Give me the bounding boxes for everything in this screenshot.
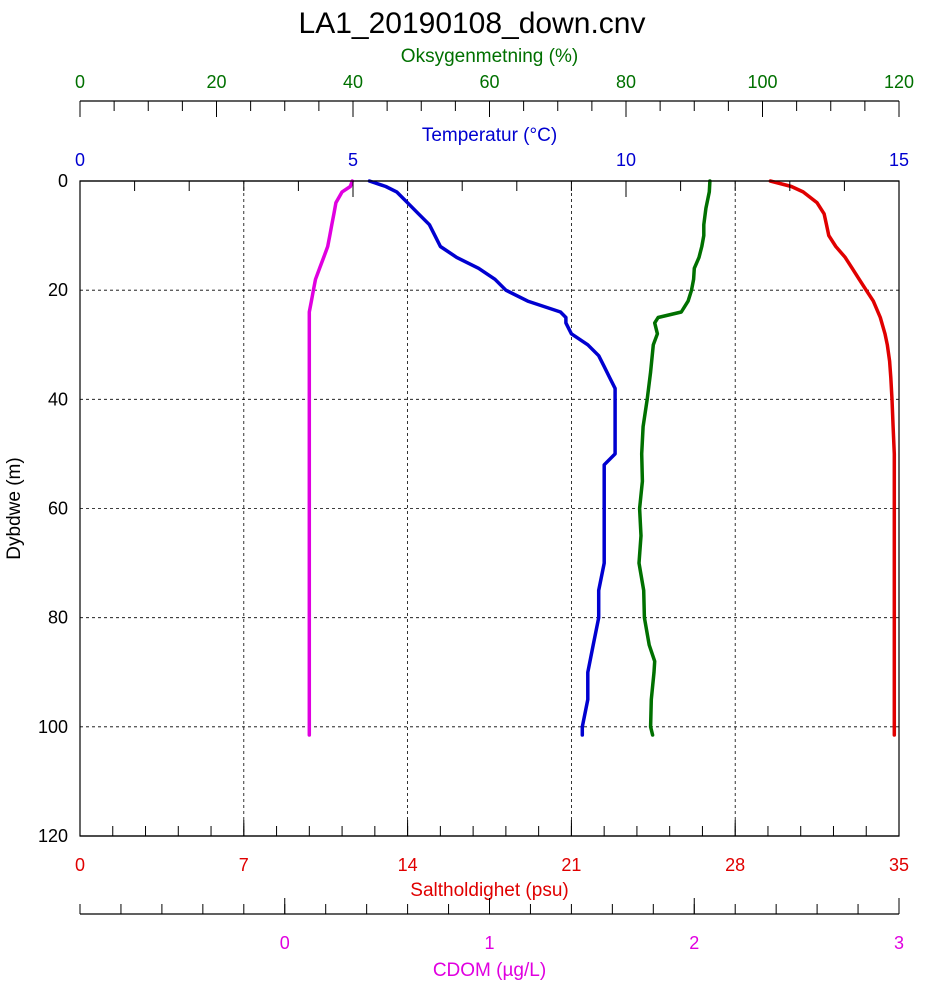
y-tick-label: 0 (58, 171, 68, 191)
temperature-tick-label: 5 (348, 150, 358, 170)
oxygen-series-line (637, 179, 712, 737)
oxygen-axis: 0 20 40 60 80 100 120 Oksygenmetning (%) (75, 46, 914, 117)
temperature-axis-label: Temperatur (°C) (422, 125, 557, 146)
oxygen-tick-label: 100 (747, 72, 777, 92)
y-tick-label: 60 (48, 499, 68, 519)
temperature-tick-label: 0 (75, 150, 85, 170)
cdom-tick-label: 0 (280, 933, 290, 953)
salinity-tick-label: 28 (725, 855, 745, 875)
cdom-axis-label: CDOM (µg/L) (433, 960, 546, 981)
salinity-tick-label: 7 (239, 855, 249, 875)
grid-lines (80, 181, 899, 836)
oxygen-tick-label: 40 (343, 72, 363, 92)
salinity-tick-label: 0 (75, 855, 85, 875)
y-axis-label: Dybdwe (m) (4, 457, 25, 559)
oxygen-tick-label: 20 (206, 72, 226, 92)
temperature-series-line (367, 179, 617, 737)
chart-title: LA1_20190108_down.cnv (299, 7, 646, 40)
cdom-axis: 0 1 2 3 CDOM (µg/L) (79, 898, 904, 981)
oxygen-tick-label: 120 (884, 72, 914, 92)
cdom-tick-label: 1 (484, 933, 494, 953)
temperature-axis: 0 5 10 15 Temperatur (°C) (75, 125, 909, 197)
salinity-tick-label: 21 (561, 855, 581, 875)
y-tick-label: 20 (48, 280, 68, 300)
salinity-axis-label: Saltholdighet (psu) (410, 880, 568, 901)
y-tick-label: 100 (38, 717, 68, 737)
oxygen-tick-label: 80 (616, 72, 636, 92)
temperature-tick-label: 15 (889, 150, 909, 170)
oxygen-tick-label: 60 (479, 72, 499, 92)
y-tick-label: 80 (48, 608, 68, 628)
y-tick-label: 120 (38, 826, 68, 846)
salinity-axis: 0 7 14 21 28 35 Saltholdighet (psu) (75, 820, 909, 901)
salinity-tick-label: 14 (398, 855, 418, 875)
oxygen-axis-label: Oksygenmetning (%) (401, 46, 578, 67)
salinity-tick-label: 35 (889, 855, 909, 875)
salinity-series-line (768, 179, 897, 737)
y-tick-label: 40 (48, 389, 68, 409)
cdom-tick-label: 3 (894, 933, 904, 953)
cdom-series-line (307, 179, 355, 737)
cdom-tick-label: 2 (689, 933, 699, 953)
series-layer (307, 179, 897, 737)
oxygen-tick-label: 0 (75, 72, 85, 92)
temperature-tick-label: 10 (616, 150, 636, 170)
